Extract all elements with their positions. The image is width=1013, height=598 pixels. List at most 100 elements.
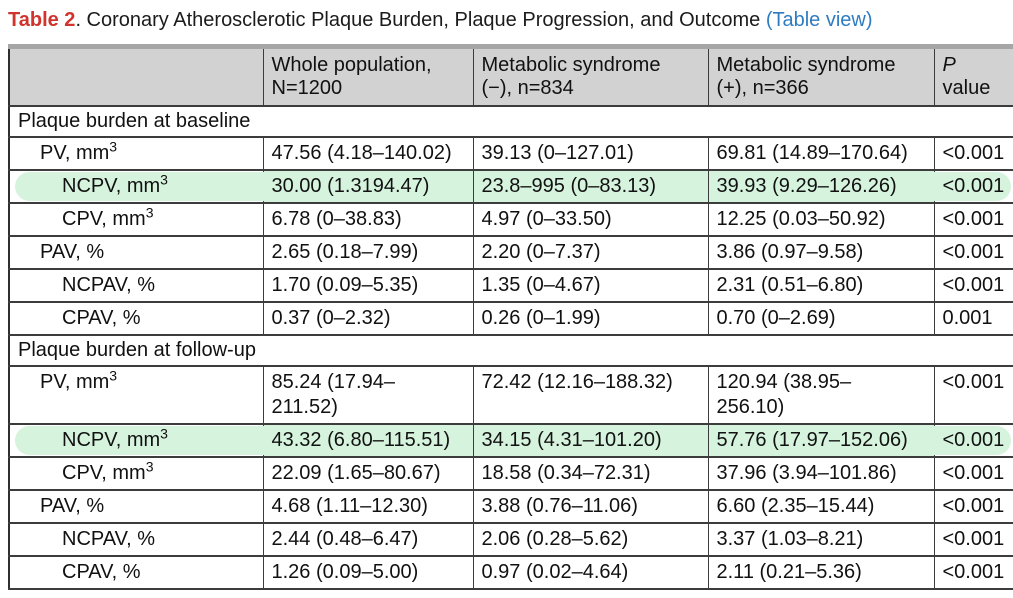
section-label: Plaque burden at follow-up [8,334,1013,367]
header-row: Whole population, N=1200 Metabolic syndro… [8,45,1013,107]
cell-p-value: <0.001 [933,555,1013,590]
cell-p-value: <0.001 [933,169,1013,204]
cell-mets-pos: 2.11 (0.21–5.36) [707,555,935,590]
header-line: (−), n=834 [481,77,574,99]
cell-p-value: <0.001 [933,365,1013,425]
table-row: PAV, % 2.65 (0.18–7.99) 2.20 (0–7.37) 3.… [8,235,1013,270]
table-row: CPV, mm3 6.78 (0–38.83) 4.97 (0–33.50) 1… [8,202,1013,237]
table-row: CPAV, % 0.37 (0–2.32) 0.26 (0–1.99) 0.70… [8,301,1013,336]
cell-p-value: <0.001 [933,456,1013,491]
table-row: NCPAV, % 2.44 (0.48–6.47) 2.06 (0.28–5.6… [8,522,1013,557]
superscript: 3 [109,138,118,155]
cell-p-value: <0.001 [933,423,1013,458]
cell-mets-pos: 6.60 (2.35–15.44) [707,489,935,524]
cell-p-value: <0.001 [933,268,1013,303]
header-line: Whole population, [271,54,432,76]
cell-p-value: 0.001 [933,301,1013,336]
row-label: CPAV, % [8,555,264,590]
data-table: Whole population, N=1200 Metabolic syndro… [8,44,1013,590]
section-row: Plaque burden at baseline [8,105,1013,138]
cell-mets-pos: 39.93 (9.29–126.26) [707,169,935,204]
cell-mets-neg: 18.58 (0.34–72.31) [472,456,709,491]
cell-mets-pos: 2.31 (0.51–6.80) [707,268,935,303]
row-label: PV, mm3 [8,136,264,171]
section-label: Plaque burden at baseline [8,105,1013,138]
header-empty-cell [8,45,264,107]
header-line: value [942,77,991,99]
header-line: Metabolic syndrome [716,54,896,76]
cell-mets-neg: 2.06 (0.28–5.62) [472,522,709,557]
row-label: NCPV, mm3 [8,169,264,204]
cell-mets-neg: 34.15 (4.31–101.20) [472,423,709,458]
cell-whole-population: 1.26 (0.09–5.00) [262,555,474,590]
cell-mets-neg: 72.42 (12.16–188.32) [472,365,709,425]
table-view-link[interactable]: (Table view) [765,9,873,31]
superscript: 3 [160,171,168,188]
cell-p-value: <0.001 [933,136,1013,171]
table-row: CPAV, % 1.26 (0.09–5.00) 0.97 (0.02–4.64… [8,555,1013,590]
row-label: NCPAV, % [8,522,264,557]
cell-whole-population: 4.68 (1.11–12.30) [262,489,474,524]
row-label: CPV, mm3 [8,456,264,491]
cell-mets-neg: 39.13 (0–127.01) [472,136,709,171]
cell-p-value: <0.001 [933,522,1013,557]
table-row-highlighted: NCPV, mm3 30.00 (1.3194.47) 23.8–995 (0–… [8,169,1013,204]
cell-mets-neg: 2.20 (0–7.37) [472,235,709,270]
row-label: PAV, % [8,489,264,524]
cell-mets-pos: 69.81 (14.89–170.64) [707,136,935,171]
table-number: Table 2 [8,9,76,31]
table-caption-text: . Coronary Atherosclerotic Plaque Burden… [75,9,766,31]
table-caption: Table 2. Coronary Atherosclerotic Plaque… [8,8,1013,32]
cell-mets-neg: 0.26 (0–1.99) [472,301,709,336]
cell-mets-neg: 23.8–995 (0–83.13) [472,169,709,204]
header-line: Metabolic syndrome [481,54,661,76]
cell-whole-population: 22.09 (1.65–80.67) [262,456,474,491]
table-row: PV, mm3 85.24 (17.94–211.52) 72.42 (12.1… [8,365,1013,425]
cell-whole-population: 47.56 (4.18–140.02) [262,136,474,171]
row-label: CPAV, % [8,301,264,336]
cell-mets-pos: 0.70 (0–2.69) [707,301,935,336]
cell-mets-neg: 0.97 (0.02–4.64) [472,555,709,590]
row-label: CPV, mm3 [8,202,264,237]
row-label: NCPAV, % [8,268,264,303]
superscript: 3 [160,425,168,442]
cell-mets-pos: 57.76 (17.97–152.06) [707,423,935,458]
cell-mets-pos: 3.37 (1.03–8.21) [707,522,935,557]
cell-whole-population: 2.44 (0.48–6.47) [262,522,474,557]
table-row-highlighted: NCPV, mm3 43.32 (6.80–115.51) 34.15 (4.3… [8,423,1013,458]
row-label: PAV, % [8,235,264,270]
cell-mets-pos: 12.25 (0.03–50.92) [707,202,935,237]
cell-whole-population: 2.65 (0.18–7.99) [262,235,474,270]
row-label: PV, mm3 [8,365,264,425]
cell-mets-neg: 4.97 (0–33.50) [472,202,709,237]
cell-whole-population: 1.70 (0.09–5.35) [262,268,474,303]
cell-whole-population: 0.37 (0–2.32) [262,301,474,336]
cell-whole-population: 6.78 (0–38.83) [262,202,474,237]
cell-whole-population: 43.32 (6.80–115.51) [262,423,474,458]
table-row: PV, mm3 47.56 (4.18–140.02) 39.13 (0–127… [8,136,1013,171]
cell-mets-pos: 3.86 (0.97–9.58) [707,235,935,270]
table-row: NCPAV, % 1.70 (0.09–5.35) 1.35 (0–4.67) … [8,268,1013,303]
cell-mets-neg: 1.35 (0–4.67) [472,268,709,303]
row-label: NCPV, mm3 [8,423,264,458]
table-row: PAV, % 4.68 (1.11–12.30) 3.88 (0.76–11.0… [8,489,1013,524]
superscript: 3 [145,458,154,475]
header-metabolic-syndrome-pos: Metabolic syndrome (+), n=366 [707,45,935,107]
header-metabolic-syndrome-neg: Metabolic syndrome (−), n=834 [472,45,709,107]
cell-mets-neg: 3.88 (0.76–11.06) [472,489,709,524]
header-line: N=1200 [271,77,343,99]
cell-p-value: <0.001 [933,235,1013,270]
cell-whole-population: 30.00 (1.3194.47) [262,169,474,204]
cell-mets-pos: 120.94 (38.95–256.10) [707,365,935,425]
section-row: Plaque burden at follow-up [8,334,1013,367]
cell-p-value: <0.001 [933,202,1013,237]
superscript: 3 [109,367,118,384]
header-whole-population: Whole population, N=1200 [262,45,474,107]
cell-p-value: <0.001 [933,489,1013,524]
table-row: CPV, mm3 22.09 (1.65–80.67) 18.58 (0.34–… [8,456,1013,491]
cell-whole-population: 85.24 (17.94–211.52) [262,365,474,425]
header-line: (+), n=366 [716,77,809,99]
superscript: 3 [145,204,154,221]
